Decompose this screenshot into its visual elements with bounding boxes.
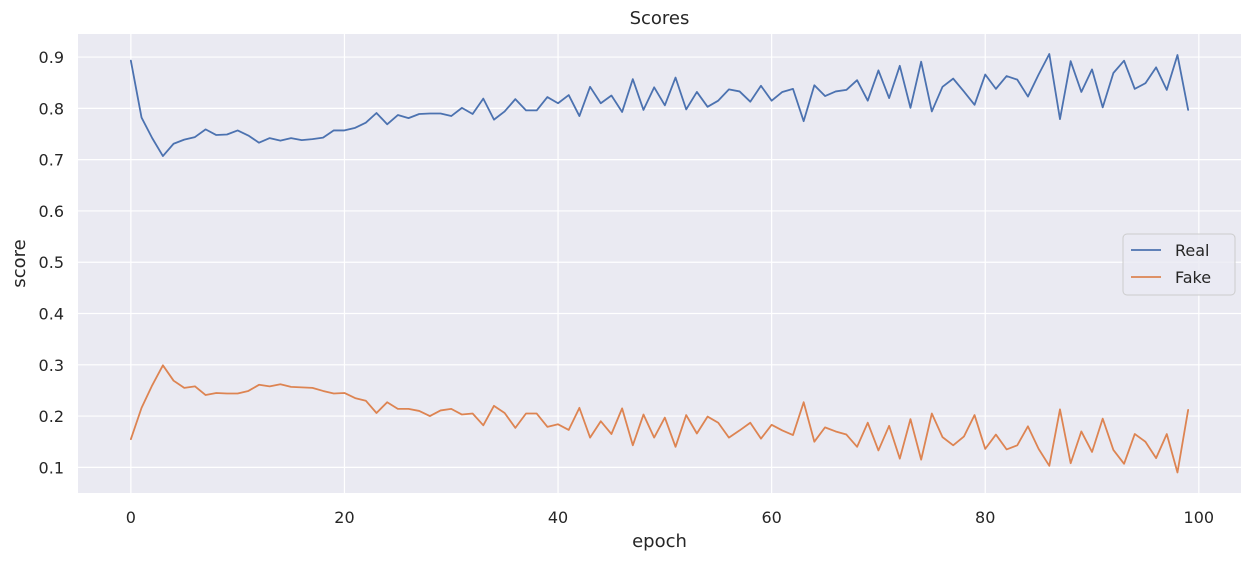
series-line-fake (129, 364, 1190, 474)
x-tick-label: 100 (1184, 508, 1215, 527)
legend: Real Fake (1122, 233, 1236, 296)
y-tick-label: 0.5 (39, 253, 64, 272)
series-lines (129, 53, 1190, 474)
x-tick-label: 20 (334, 508, 354, 527)
tick-labels: 0 20 40 60 80 100 0.1 0.2 0.3 0.4 0.5 0.6 0.7 0.8 0.9 (39, 48, 1215, 527)
chart-title: Scores (630, 8, 690, 29)
legend-label-fake: Fake (1175, 268, 1211, 287)
y-axis-label: score (9, 239, 30, 287)
x-tick-label: 40 (548, 508, 568, 527)
x-tick-label: 60 (761, 508, 781, 527)
y-tick-label: 0.1 (39, 458, 64, 477)
y-tick-label: 0.4 (39, 305, 64, 324)
grid (78, 34, 1241, 493)
x-axis-label: epoch (632, 531, 687, 552)
y-tick-label: 0.9 (39, 48, 64, 67)
y-tick-label: 0.2 (39, 407, 64, 426)
y-tick-label: 0.3 (39, 356, 64, 375)
series-line-real (129, 53, 1190, 157)
plot-area (78, 34, 1241, 493)
x-tick-label: 80 (975, 508, 995, 527)
legend-label-real: Real (1175, 241, 1210, 260)
y-tick-label: 0.8 (39, 99, 64, 118)
x-tick-label: 0 (126, 508, 136, 527)
y-tick-label: 0.7 (39, 151, 64, 170)
y-tick-label: 0.6 (39, 202, 64, 221)
